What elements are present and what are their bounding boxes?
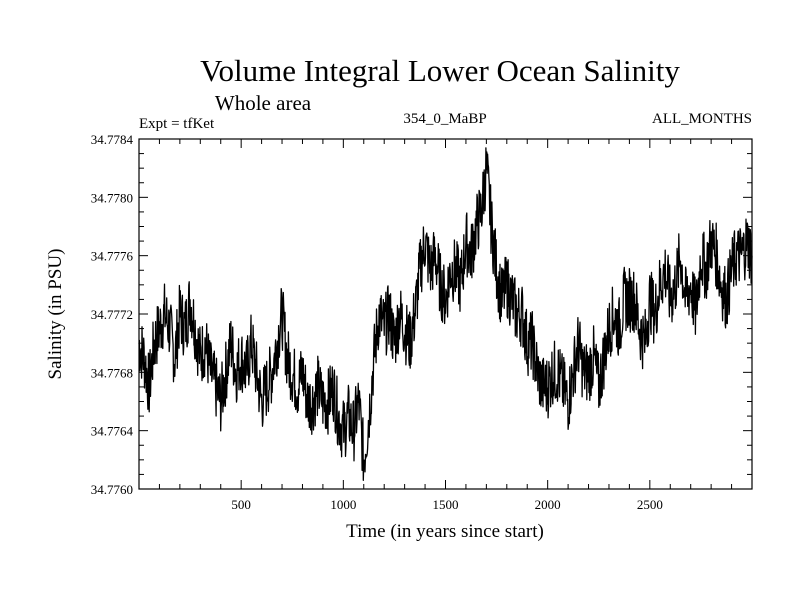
y-tick-label: 34.7760 <box>91 482 133 497</box>
x-tick-label: 2500 <box>637 497 663 512</box>
chart-title: Volume Integral Lower Ocean Salinity <box>200 53 680 88</box>
y-tick-label: 34.7784 <box>91 132 134 147</box>
y-tick-label: 34.7776 <box>91 249 134 264</box>
plot-frame <box>138 138 753 490</box>
axis-ticks: 34.7760 34.7764 34.7768 34.7772 34.7776 34.77… <box>91 132 752 512</box>
center-label: 354_0_MaBP <box>403 111 486 127</box>
x-axis-label: Time (in years since start) <box>346 521 544 542</box>
expt-label: Expt = tfKet <box>139 116 215 132</box>
x-tick-label: 2000 <box>535 497 561 512</box>
x-tick-label: 500 <box>231 497 251 512</box>
x-tick-label: 1500 <box>433 497 459 512</box>
right-label: ALL_MONTHS <box>652 111 752 127</box>
y-tick-label: 34.7764 <box>91 424 134 439</box>
y-tick-label: 34.7768 <box>91 365 133 380</box>
y-tick-label: 34.7780 <box>91 190 133 205</box>
y-axis-label: Salinity (in PSU) <box>45 249 66 380</box>
chart-subtitle: Whole area <box>215 91 312 115</box>
series-group <box>138 147 753 481</box>
series-line <box>138 147 753 481</box>
x-tick-label: 1000 <box>330 497 356 512</box>
y-tick-label: 34.7772 <box>91 307 133 322</box>
